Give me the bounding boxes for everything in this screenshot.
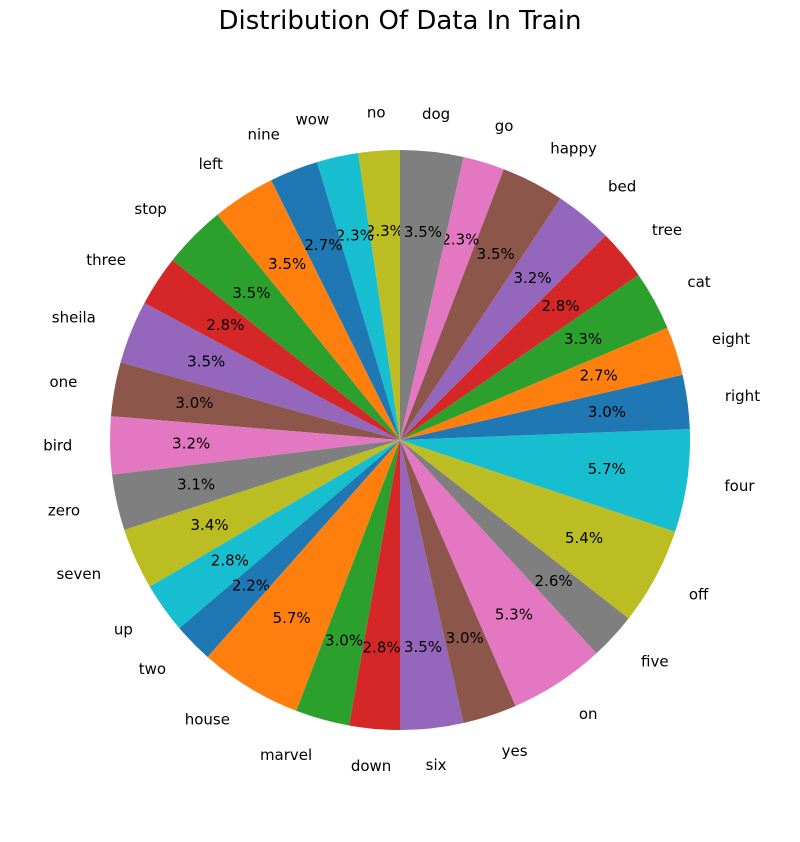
pie-percent-up: 2.8% [211,552,249,570]
pie-percent-bed: 3.2% [513,269,551,287]
pie-label-wow: wow [296,111,330,129]
pie-label-nine: nine [247,126,279,144]
pie-percent-dog: 3.5% [404,223,442,241]
pie-label-up: up [114,620,133,638]
pie-label-bird: bird [43,437,72,455]
pie-percent-seven: 3.4% [191,516,229,534]
pie-label-left: left [199,155,223,173]
pie-percent-down: 2.8% [363,638,401,656]
pie-label-house: house [185,711,230,729]
pie-percent-cat: 3.3% [564,330,602,348]
pie-label-on: on [579,705,598,723]
pie-percent-happy: 3.5% [477,245,515,263]
pie-label-six: six [426,756,447,774]
pie-percent-nine: 2.7% [304,236,342,254]
pie-percent-marvel: 3.0% [325,632,363,650]
pie-percent-six: 3.5% [404,638,442,656]
pie-percent-one: 3.0% [175,394,213,412]
pie-percent-on: 5.3% [495,605,533,623]
pie-label-stop: stop [134,200,166,218]
pie-percent-bird: 3.2% [172,434,210,452]
pie-percent-zero: 3.1% [177,476,215,494]
pie-label-yes: yes [502,742,528,760]
pie-label-zero: zero [48,501,80,519]
chart-title: Distribution Of Data In Train [0,6,800,36]
pie-label-tree: tree [652,221,682,239]
pie-chart: 2.3%no2.3%wow2.7%nine3.5%left3.5%stop2.8… [0,0,800,842]
pie-percent-go: 2.3% [441,231,479,249]
pie-label-four: four [724,477,755,495]
chart-container: Distribution Of Data In Train 2.3%no2.3%… [0,0,800,842]
pie-percent-three: 2.8% [206,316,244,334]
pie-label-eight: eight [712,330,750,348]
pie-label-three: three [86,251,126,269]
pie-percent-house: 5.7% [273,609,311,627]
pie-label-bed: bed [608,177,636,195]
pie-label-happy: happy [550,139,597,157]
pie-label-down: down [351,757,391,775]
pie-label-go: go [495,117,514,135]
pie-percent-stop: 3.5% [232,284,270,302]
pie-percent-right: 3.0% [588,403,626,421]
pie-label-five: five [641,653,669,671]
pie-label-two: two [139,660,166,678]
pie-percent-two: 2.2% [232,577,270,595]
pie-label-no: no [367,104,386,122]
pie-label-sheila: sheila [52,308,96,326]
pie-label-one: one [49,373,77,391]
pie-percent-eight: 2.7% [580,366,618,384]
pie-percent-sheila: 3.5% [187,353,225,371]
pie-percent-yes: 3.0% [446,629,484,647]
pie-label-marvel: marvel [260,746,312,764]
pie-percent-off: 5.4% [565,529,603,547]
pie-percent-four: 5.7% [588,460,626,478]
pie-label-seven: seven [56,565,101,583]
pie-label-cat: cat [687,273,710,291]
pie-label-right: right [725,387,760,405]
pie-label-off: off [689,585,709,603]
pie-percent-five: 2.6% [535,572,573,590]
pie-percent-tree: 2.8% [541,297,579,315]
pie-percent-left: 3.5% [268,255,306,273]
pie-label-dog: dog [422,105,450,123]
